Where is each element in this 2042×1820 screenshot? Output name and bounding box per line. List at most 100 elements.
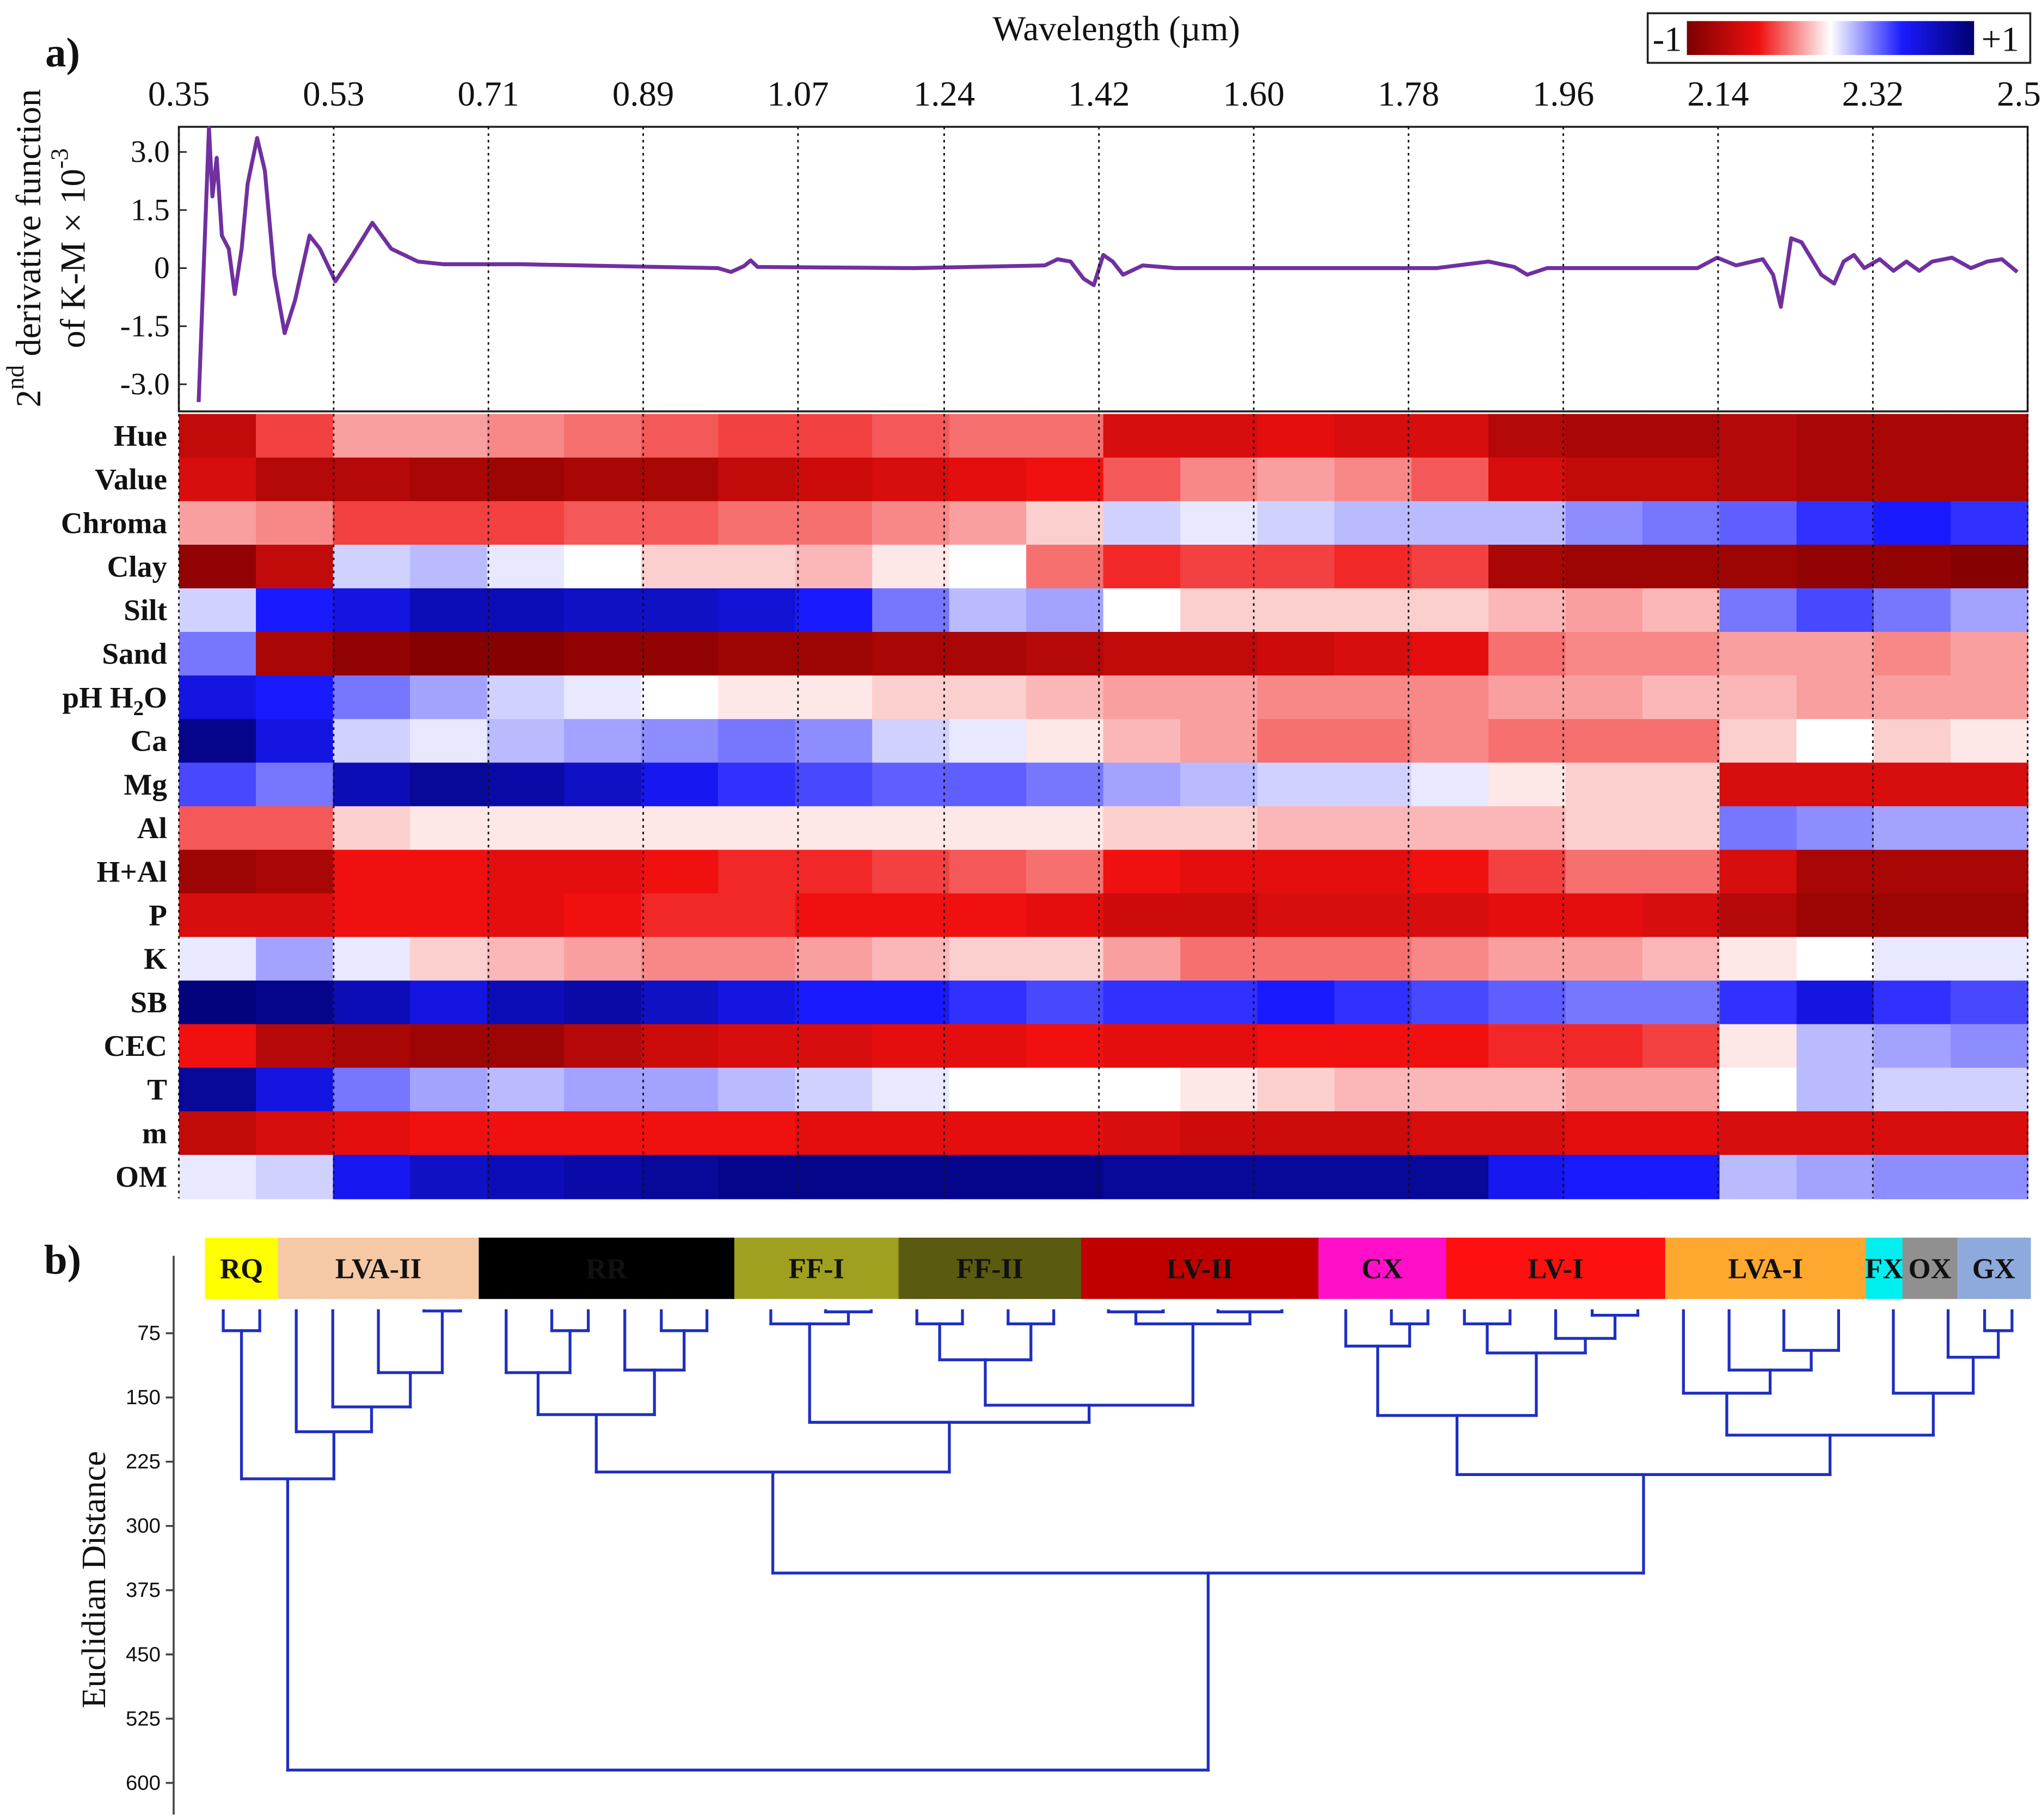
heatmap-cell xyxy=(1026,763,1105,807)
heatmap-cell xyxy=(1642,1067,1721,1112)
heatmap-cell xyxy=(641,937,719,982)
heatmap-cell xyxy=(1565,806,1644,851)
heatmap-cell xyxy=(795,544,873,589)
heatmap-cell xyxy=(1873,588,1952,633)
heatmap-cell xyxy=(487,806,565,851)
heatmap-cell xyxy=(1257,1024,1335,1069)
heatmap-cell xyxy=(1411,675,1489,720)
heatmap-cell xyxy=(1334,850,1413,894)
heatmap-cell xyxy=(1873,1024,1952,1069)
heatmap-cell xyxy=(1951,588,2029,633)
heatmap-cell xyxy=(564,675,642,720)
heatmap-cell xyxy=(1103,806,1181,851)
heatmap-cell xyxy=(1103,1024,1181,1069)
heatmap-cell xyxy=(1565,414,1644,459)
group-label: CX xyxy=(1362,1253,1403,1285)
group-block xyxy=(1902,1237,1958,1299)
heatmap-cell xyxy=(333,850,411,894)
heatmap-cell xyxy=(179,588,257,633)
row-label: Silt xyxy=(124,593,167,626)
heatmap-cell xyxy=(641,980,719,1025)
heatmap-cell xyxy=(179,893,257,938)
heatmap-cell xyxy=(1951,501,2029,546)
heatmap-cell xyxy=(1257,806,1335,851)
heatmap-cell xyxy=(333,501,411,546)
heatmap-cell xyxy=(872,980,951,1025)
group-block xyxy=(734,1237,899,1299)
heatmap-cell xyxy=(333,806,411,851)
heatmap-cell xyxy=(1411,1024,1489,1069)
heatmap-cell xyxy=(1565,457,1644,502)
heatmap-cell xyxy=(872,457,951,502)
heatmap-cell xyxy=(1951,632,2029,677)
heatmap-cell xyxy=(1180,1067,1259,1112)
heatmap-cell xyxy=(256,850,334,894)
heatmap-cell xyxy=(795,675,873,720)
heatmap-cell xyxy=(718,501,796,546)
heatmap-cell xyxy=(179,763,257,807)
heatmap-cell xyxy=(1180,763,1259,807)
heatmap-cell xyxy=(1488,501,1567,546)
heatmap-cell xyxy=(564,1154,642,1200)
heatmap-cell xyxy=(1103,1111,1181,1156)
heatmap-cell xyxy=(1180,850,1259,894)
heatmap-cell xyxy=(718,893,796,938)
heatmap-cell xyxy=(1488,719,1567,764)
heatmap-cell xyxy=(179,980,257,1025)
heatmap-cell xyxy=(795,1111,873,1156)
heatmap-cell xyxy=(1026,501,1105,546)
heatmap-cell xyxy=(1334,1154,1413,1200)
heatmap-cell xyxy=(564,937,642,982)
heatmap xyxy=(179,414,2029,1200)
heatmap-cell xyxy=(1488,675,1567,720)
heatmap-cell xyxy=(949,457,1027,502)
heatmap-cell xyxy=(1796,675,1875,720)
heatmap-cell xyxy=(1873,893,1952,938)
y-axis-title: Euclidian Distance xyxy=(75,1451,113,1708)
heatmap-cell xyxy=(1951,850,2029,894)
heatmap-cell xyxy=(333,937,411,982)
heatmap-cell xyxy=(1026,980,1105,1025)
x-tick-label: 0.35 xyxy=(148,75,210,114)
heatmap-cell xyxy=(179,675,257,720)
heatmap-cell xyxy=(1026,719,1105,764)
heatmap-cell xyxy=(410,1154,488,1200)
heatmap-cell xyxy=(1026,414,1105,459)
heatmap-cell xyxy=(256,1024,334,1069)
heatmap-cell xyxy=(1488,632,1567,677)
heatmap-cell xyxy=(1719,1067,1798,1112)
heatmap-cell xyxy=(1103,414,1181,459)
heatmap-cell xyxy=(1565,937,1644,982)
heatmap-cell xyxy=(1488,414,1567,459)
group-label: GX xyxy=(1972,1253,2015,1285)
heatmap-cell xyxy=(487,763,565,807)
heatmap-cell xyxy=(564,501,642,546)
y-tick-label: 0 xyxy=(154,251,170,285)
group-label: RQ xyxy=(220,1253,263,1285)
heatmap-cell xyxy=(1180,1024,1259,1069)
x-tick-label: 1.60 xyxy=(1223,75,1284,114)
heatmap-cell xyxy=(872,632,951,677)
heatmap-cell xyxy=(1642,893,1721,938)
heatmap-cell xyxy=(872,1067,951,1112)
heatmap-cell xyxy=(1103,980,1181,1025)
heatmap-cell xyxy=(1026,893,1105,938)
heatmap-cell xyxy=(949,632,1027,677)
heatmap-cell xyxy=(1488,544,1567,589)
heatmap-cell xyxy=(1334,1024,1413,1069)
colorbar-label: -1 xyxy=(1653,20,1682,59)
heatmap-cell xyxy=(410,806,488,851)
heatmap-cell xyxy=(795,893,873,938)
heatmap-cell xyxy=(1334,544,1413,589)
y-tick-label: 225 xyxy=(126,1450,161,1473)
heatmap-cell xyxy=(1257,501,1335,546)
group-block xyxy=(898,1237,1082,1299)
heatmap-cell xyxy=(1796,414,1875,459)
heatmap-cell xyxy=(1873,675,1952,720)
heatmap-cell xyxy=(410,1024,488,1069)
heatmap-cell xyxy=(1796,1154,1875,1200)
heatmap-cell xyxy=(1642,1111,1721,1156)
group-label: FF-I xyxy=(788,1253,844,1285)
heatmap-cell xyxy=(1873,1067,1952,1112)
heatmap-cell xyxy=(179,1067,257,1112)
